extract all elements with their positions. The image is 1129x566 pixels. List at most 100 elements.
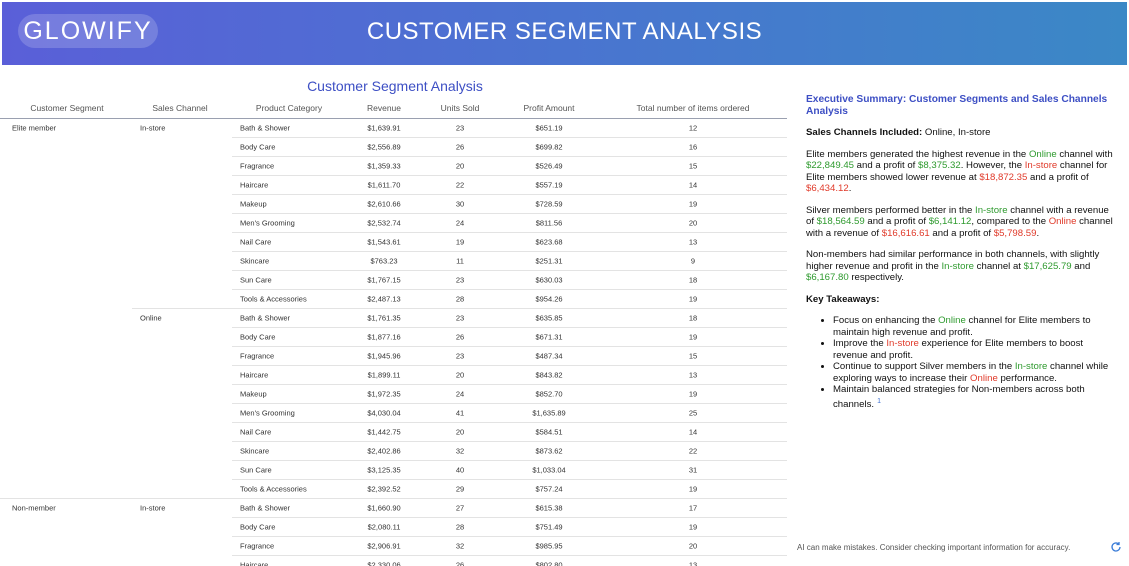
text-run: and a profit of <box>1027 171 1089 183</box>
table-cell: $630.03 <box>535 275 563 285</box>
table-cell: 40 <box>455 465 465 475</box>
table-cell: Haircare <box>240 560 269 566</box>
highlight: $16,616.61 <box>881 227 930 239</box>
table-cell: 19 <box>688 294 698 304</box>
table-cell: 22 <box>688 446 698 456</box>
header-title: CUSTOMER SEGMENT ANALYSIS <box>366 18 763 45</box>
highlight: Online <box>1028 148 1057 160</box>
text-run: channel with a revenue of <box>806 216 1113 239</box>
table-cell: 17 <box>688 503 698 513</box>
column-header: Revenue <box>366 103 402 113</box>
row-rule <box>232 327 787 328</box>
table-cell: 23 <box>455 313 465 323</box>
text-run: respectively. <box>848 272 904 283</box>
row-rule <box>232 441 787 442</box>
row-rule <box>232 175 787 176</box>
table-cell: Fragrance <box>240 351 275 361</box>
table-cell: $751.49 <box>535 522 563 532</box>
table-cell: $251.31 <box>535 256 563 266</box>
table-cell: Body Care <box>240 142 276 152</box>
table-cell: Fragrance <box>240 161 275 171</box>
channel-cell: Online <box>140 313 162 323</box>
summary-title: Executive Summary: Customer Segments and… <box>806 94 1108 117</box>
table-cell: 30 <box>455 199 465 209</box>
table-cell: $985.95 <box>535 541 563 551</box>
table-cell: $2,556.89 <box>367 142 401 152</box>
table-cell: 31 <box>688 465 698 475</box>
highlight: In-store <box>941 260 975 272</box>
row-rule <box>232 479 787 480</box>
table-cell: 32 <box>455 541 465 551</box>
table-cell: $1,359.33 <box>367 161 401 171</box>
table-cell: 23 <box>455 351 465 361</box>
table-cell: 20 <box>688 541 698 551</box>
logo[interactable]: GLOWIFY <box>18 14 158 48</box>
channel-cell: In-store <box>140 503 166 513</box>
table-cell: $651.19 <box>535 123 563 133</box>
table-cell: 19 <box>455 237 465 247</box>
row-rule <box>232 251 787 252</box>
highlight: $6,434.12 <box>806 183 849 194</box>
table-cell: $1,761.35 <box>367 313 401 323</box>
table-cell: Makeup <box>240 199 267 209</box>
table-cell: 15 <box>688 161 698 171</box>
row-rule <box>232 346 787 347</box>
table-cell: 26 <box>455 142 465 152</box>
segment-cell: Non-member <box>12 503 56 513</box>
takeaway: Improve the In-store experience for Elit… <box>833 338 1118 361</box>
highlight: $8,375.32 <box>918 160 961 171</box>
table-cell: $1,899.11 <box>367 370 401 380</box>
table-cell: 13 <box>688 560 698 566</box>
text-run: Continue to support Silver members in th… <box>833 361 1015 372</box>
column-header: Customer Segment <box>30 103 104 113</box>
table-cell: $1,611.70 <box>367 180 401 190</box>
table-cell: Tools & Accessories <box>240 484 307 494</box>
text-run: experience for Elite members to boost re… <box>833 338 1084 361</box>
header: GLOWIFY CUSTOMER SEGMENT ANALYSIS <box>2 2 1127 65</box>
text-run: Focus on enhancing the <box>833 315 939 326</box>
text-run: Silver members performed better in the <box>806 204 976 216</box>
text-run: , compared to the <box>971 216 1049 227</box>
paragraph: Key Takeaways: <box>806 294 1118 306</box>
highlight: Online <box>970 372 998 384</box>
table-cell: $852.70 <box>535 389 563 399</box>
table-cell: $954.26 <box>535 294 563 304</box>
table-cell: $2,532.74 <box>367 218 401 228</box>
table-cell: $623.68 <box>535 237 563 247</box>
highlight: In-store <box>1024 160 1058 171</box>
table-cell: Bath & Shower <box>240 503 291 513</box>
table-cell: Men's Grooming <box>240 218 295 228</box>
row-rule <box>0 498 787 499</box>
table-cell: $843.82 <box>535 370 563 380</box>
text-run: . However, the <box>960 160 1025 171</box>
table-cell: 28 <box>455 522 465 532</box>
table-cell: 28 <box>455 294 465 304</box>
paragraph: Sales Channels Included: Online, In-stor… <box>806 127 1118 139</box>
table-cell: 11 <box>456 256 464 266</box>
table-cell: 19 <box>688 332 698 342</box>
row-rule <box>232 213 787 214</box>
disclaimer: AI can make mistakes. Consider checking … <box>797 543 1071 552</box>
row-rule <box>232 536 787 537</box>
table-cell: $2,392.52 <box>367 484 401 494</box>
table-cell: 20 <box>455 161 465 171</box>
column-header: Profit Amount <box>523 103 575 113</box>
table-cell: Fragrance <box>240 541 275 551</box>
table-cell: $1,945.96 <box>367 351 401 361</box>
table-cell: 16 <box>688 142 698 152</box>
column-header: Units Sold <box>440 103 480 113</box>
text-run: channel with a revenue of <box>806 204 1109 228</box>
table-cell: $3,125.35 <box>367 465 401 475</box>
table-cell: $1,639.91 <box>367 123 401 133</box>
table-cell: Skincare <box>240 446 270 456</box>
refresh-icon[interactable] <box>1110 541 1122 553</box>
table-cell: $811.56 <box>535 218 563 228</box>
table-cell: 26 <box>455 332 465 342</box>
table-cell: 23 <box>455 123 465 133</box>
row-rule <box>232 517 787 518</box>
table-cell: Makeup <box>240 389 267 399</box>
table-cell: $1,543.61 <box>367 237 401 247</box>
table-cell: $2,487.13 <box>367 294 401 304</box>
table-cell: 41 <box>455 408 465 418</box>
